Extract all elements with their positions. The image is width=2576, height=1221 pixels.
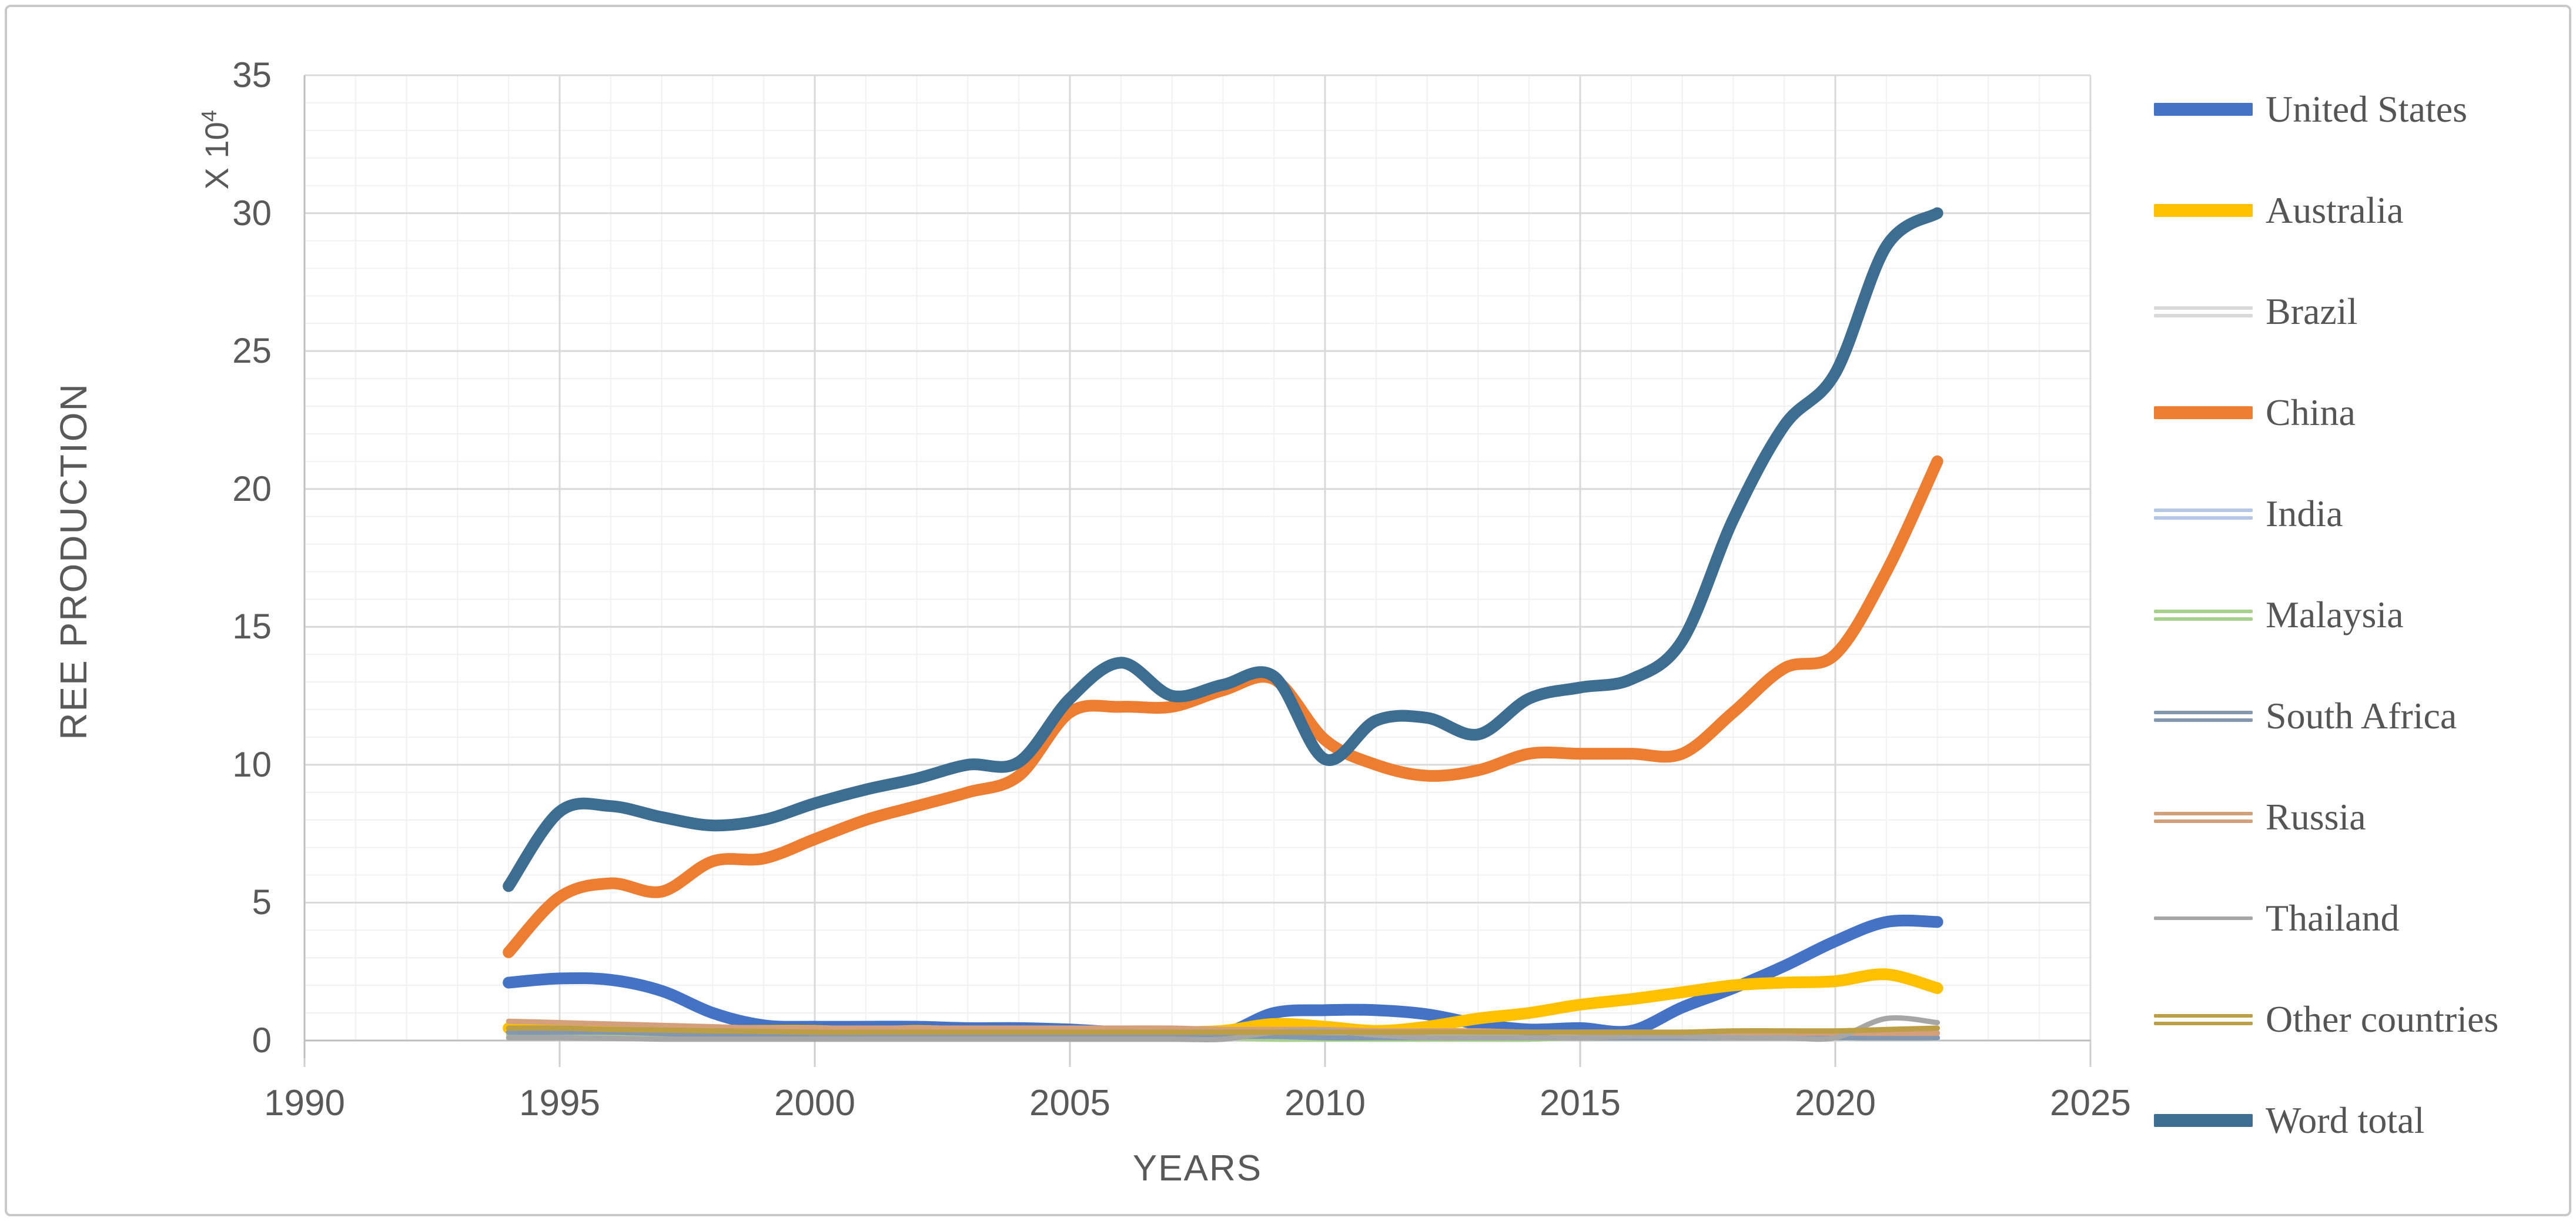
x-tick-label-2025: 2025 bbox=[2050, 1083, 2131, 1123]
legend-item-word-total: Word total bbox=[2154, 1088, 2424, 1153]
legend-swatch-bar bbox=[2154, 617, 2253, 621]
x-tick-label-2005: 2005 bbox=[1029, 1083, 1110, 1123]
y-tick-label-5: 5 bbox=[252, 882, 272, 922]
legend-item-australia: Australia bbox=[2154, 178, 2404, 243]
x-tick-label-2000: 2000 bbox=[774, 1083, 855, 1123]
legend-item-malaysia: Malaysia bbox=[2154, 583, 2404, 647]
y-tick-label-15: 15 bbox=[232, 607, 272, 647]
x-tick-label-2015: 2015 bbox=[1540, 1083, 1621, 1123]
y-axis-unit-base: X 10 bbox=[198, 122, 235, 190]
legend-swatch-bar bbox=[2154, 204, 2253, 217]
series-line-thailand bbox=[506, 1015, 1941, 1043]
legend-swatch-bar bbox=[2154, 609, 2253, 613]
y-tick-label-35: 35 bbox=[232, 55, 272, 95]
legend-swatch-bar bbox=[2154, 508, 2253, 512]
y-tick-label-30: 30 bbox=[232, 193, 272, 233]
legend-swatch-bar bbox=[2154, 103, 2253, 116]
x-tick-label-1995: 1995 bbox=[519, 1083, 600, 1123]
legend-swatch-bar bbox=[2154, 1013, 2253, 1018]
legend-label-united-states: United States bbox=[2266, 88, 2468, 130]
legend-item-russia: Russia bbox=[2154, 785, 2366, 849]
legend-label-china: China bbox=[2266, 392, 2356, 433]
legend-swatch-bar bbox=[2154, 1114, 2253, 1127]
legend-swatch-bar bbox=[2154, 406, 2253, 419]
legend-line-swatch-brazil bbox=[2154, 306, 2253, 317]
y-axis-unit-exponent: 4 bbox=[197, 110, 222, 122]
legend-swatch-bar bbox=[2154, 710, 2253, 714]
legend-line-swatch-malaysia bbox=[2154, 609, 2253, 621]
y-axis-title: REE PRODUCTION bbox=[52, 383, 95, 740]
y-tick-label-10: 10 bbox=[232, 744, 272, 784]
legend-item-thailand: Thailand bbox=[2154, 886, 2399, 951]
legend-swatch-bar bbox=[2154, 1021, 2253, 1025]
legend-swatch-bar bbox=[2154, 811, 2253, 815]
legend-item-united-states: United States bbox=[2154, 77, 2467, 142]
x-tick-label-2010: 2010 bbox=[1284, 1083, 1366, 1123]
legend-label-south-africa: South Africa bbox=[2266, 695, 2457, 737]
legend-line-swatch-australia bbox=[2154, 204, 2253, 217]
chart-legend: United States Australia Brazil China India Ma… bbox=[2154, 0, 2565, 1221]
legend-line-swatch-india bbox=[2154, 508, 2253, 520]
series-line-other-countries bbox=[506, 1025, 1941, 1035]
legend-item-south-africa: South Africa bbox=[2154, 684, 2457, 748]
legend-swatch-bar bbox=[2154, 819, 2253, 823]
legend-swatch-bar bbox=[2154, 306, 2253, 310]
series-line-word-total bbox=[503, 207, 1943, 892]
legend-label-thailand: Thailand bbox=[2266, 897, 2400, 939]
legend-label-india: India bbox=[2266, 493, 2343, 534]
legend-item-china: China bbox=[2154, 380, 2356, 445]
y-tick-label-0: 0 bbox=[252, 1021, 272, 1060]
y-tick-label-25: 25 bbox=[232, 331, 272, 371]
legend-label-word-total: Word total bbox=[2266, 1099, 2425, 1141]
x-axis-title: YEARS bbox=[1132, 1148, 1263, 1189]
legend-swatch-bar bbox=[2154, 313, 2253, 317]
legend-line-swatch-russia bbox=[2154, 811, 2253, 823]
legend-line-swatch-other-countries bbox=[2154, 1013, 2253, 1025]
legend-line-swatch-south-africa bbox=[2154, 710, 2253, 722]
legend-line-swatch-word-total bbox=[2154, 1114, 2253, 1127]
x-tick-label-2020: 2020 bbox=[1795, 1083, 1876, 1123]
x-tick-label-1990: 1990 bbox=[264, 1083, 345, 1123]
legend-label-malaysia: Malaysia bbox=[2266, 594, 2404, 635]
legend-swatch-bar bbox=[2154, 516, 2253, 520]
y-tick-label-20: 20 bbox=[232, 469, 272, 509]
legend-item-brazil: Brazil bbox=[2154, 279, 2357, 344]
legend-label-australia: Australia bbox=[2266, 189, 2404, 231]
legend-label-brazil: Brazil bbox=[2266, 290, 2358, 332]
legend-label-other-countries: Other countries bbox=[2266, 998, 2499, 1040]
legend-label-russia: Russia bbox=[2266, 796, 2366, 838]
legend-line-swatch-china bbox=[2154, 406, 2253, 419]
legend-item-india: India bbox=[2154, 481, 2343, 546]
legend-item-other-countries: Other countries bbox=[2154, 987, 2498, 1052]
legend-swatch-bar bbox=[2154, 718, 2253, 722]
legend-swatch-bar bbox=[2154, 916, 2253, 920]
legend-line-swatch-united-states bbox=[2154, 103, 2253, 116]
legend-line-swatch-thailand bbox=[2154, 916, 2253, 920]
